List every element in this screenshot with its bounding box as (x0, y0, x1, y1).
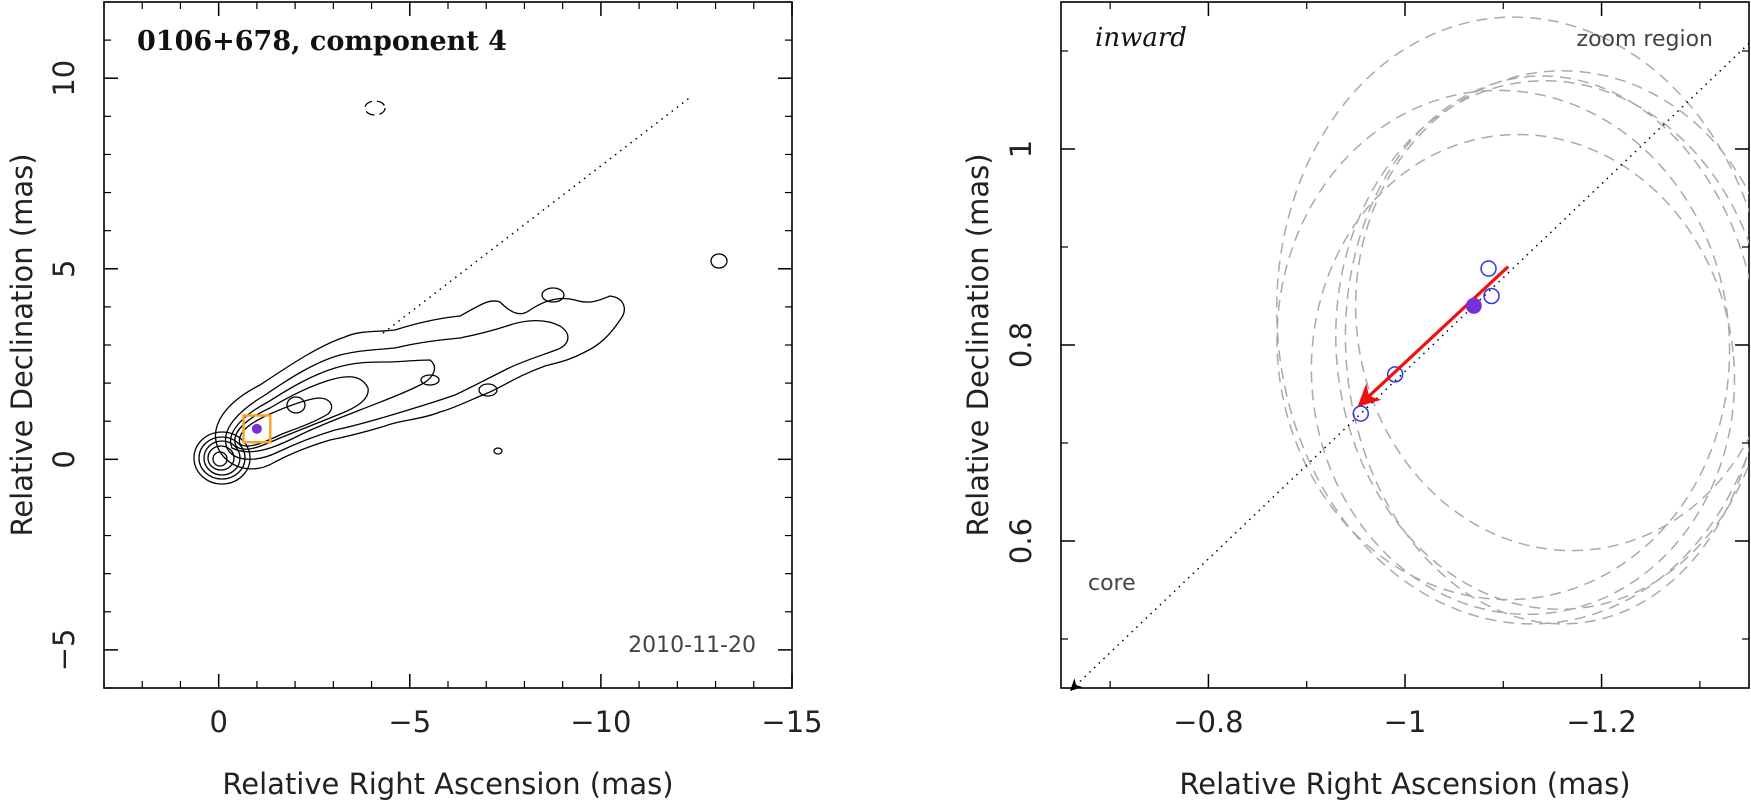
beam-ellipse (1310, 133, 1736, 616)
right-y-tick-label: 0.8 (1004, 322, 1038, 368)
left-y-tick-label: 5 (47, 260, 81, 278)
right-ticks (1061, 2, 1749, 688)
left-y-tick-label: −5 (47, 629, 81, 672)
left-ticks (103, 1, 793, 689)
contour-knot-4 (541, 287, 565, 303)
left-x-axis-label: Relative Right Ascension (mas) (222, 767, 673, 801)
right-x-tick-label: −1.2 (1566, 705, 1636, 739)
beam-ellipse (1335, 79, 1749, 611)
beam-ellipse (1354, 70, 1749, 552)
left-tick-labels: 0 −5 −10 −15 −5 0 5 10 (47, 60, 823, 739)
contour-knot-2 (420, 374, 440, 386)
contour-isolated-3 (493, 447, 503, 455)
contour-core-1 (193, 431, 251, 485)
contour-knot-1 (286, 396, 306, 414)
contour-core-2 (198, 436, 246, 480)
beam-ellipse (1276, 89, 1731, 601)
epoch-position-marker (1352, 405, 1370, 422)
zoom-region-box (242, 414, 272, 444)
beam-ellipse (1344, 75, 1749, 625)
right-x-axis-label: Relative Right Ascension (mas) (1179, 767, 1630, 801)
right-y-tick-label: 1 (1004, 140, 1038, 158)
left-y-tick-label: 10 (47, 60, 81, 97)
left-panel: 0 −5 −10 −15 −5 0 5 10 0106+678, component 4 20… (5, 1, 823, 801)
contour-3 (229, 359, 435, 453)
right-panel: −0.8 −1 −1.2 0.6 0.8 1 inward zoom region cor… (961, 1, 1750, 801)
epoch-position-marker (1483, 287, 1500, 305)
contour-4 (234, 376, 369, 450)
component-marker (251, 423, 262, 434)
zoom-region-label: zoom region (1577, 27, 1713, 52)
contour-isolated-1 (710, 253, 728, 269)
right-x-tick-label: −1 (1384, 705, 1427, 739)
contour-core-4 (207, 445, 235, 471)
right-tick-labels: −0.8 −1 −1.2 0.6 0.8 1 (1004, 140, 1637, 739)
left-x-tick-label: −15 (761, 705, 822, 739)
current-position-marker (1465, 297, 1482, 314)
contour-knot-3 (478, 383, 498, 397)
left-plot-frame (103, 1, 793, 689)
right-x-tick-label: −0.8 (1173, 705, 1243, 739)
contour-core-3 (203, 440, 241, 476)
contour-core-5 (212, 451, 228, 467)
left-y-axis-label: Relative Declination (mas) (5, 153, 39, 536)
left-x-tick-label: 0 (209, 705, 227, 739)
left-epoch-label: 2010-11-20 (628, 633, 756, 658)
beam-ellipse (1275, 16, 1749, 625)
beam-ellipses (1275, 16, 1749, 625)
epoch-position-marker (1480, 260, 1497, 277)
epoch-position-marker (1386, 366, 1404, 383)
left-contour-map (193, 100, 728, 485)
contour-2 (224, 319, 569, 460)
right-y-axis-label: Relative Declination (mas) (961, 153, 995, 536)
left-jet-axis-line (382, 97, 690, 334)
left-x-tick-label: −10 (570, 705, 631, 739)
contour-outer (214, 295, 625, 470)
right-y-tick-label: 0.6 (1004, 518, 1038, 564)
motion-vector-arrow (1357, 265, 1510, 407)
core-label: core (1088, 571, 1136, 596)
contour-5 (238, 397, 333, 447)
contour-isolated-2 (364, 100, 386, 116)
left-panel-title: 0106+678, component 4 (137, 26, 507, 57)
right-plot-frame (1060, 1, 1750, 689)
right-jet-axis-line (1069, 42, 1750, 691)
left-y-tick-label: 0 (47, 450, 81, 468)
left-x-tick-label: −5 (388, 705, 431, 739)
right-panel-title: inward (1095, 23, 1187, 53)
